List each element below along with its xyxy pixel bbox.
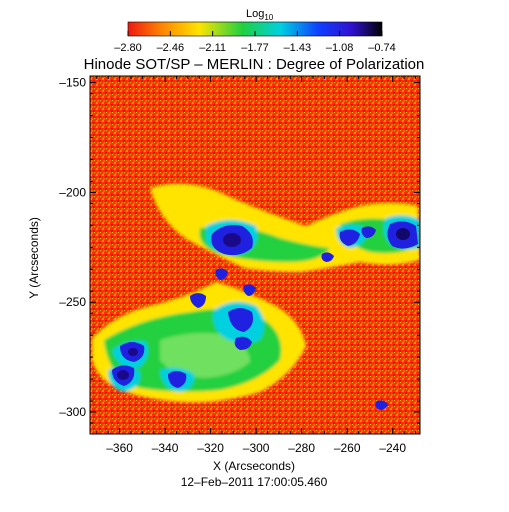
y-axis: –150 –200 –250 –300 xyxy=(59,76,420,424)
colorbar-tick-label: –2.11 xyxy=(199,42,226,54)
colorbar-label: Log10 xyxy=(246,8,274,22)
timestamp: 12–Feb–2011 17:00:05.460 xyxy=(181,475,328,489)
colorbar-tick-label: –1.77 xyxy=(241,42,269,54)
y-tick-label: –300 xyxy=(59,405,86,419)
y-tick-label: –250 xyxy=(59,295,86,309)
x-tick-label: –280 xyxy=(288,441,315,455)
x-tick-label: –300 xyxy=(243,441,270,455)
x-tick-label: –260 xyxy=(334,441,361,455)
colorbar-tick-label: –0.74 xyxy=(368,42,396,54)
x-tick-label: –360 xyxy=(106,441,133,455)
colorbar-tick-label: –1.08 xyxy=(326,42,354,54)
colorbar-tick-label: –1.43 xyxy=(284,42,312,54)
sunspot-cores xyxy=(112,221,418,410)
chart-title: Hinode SOT/SP – MERLIN : Degree of Polar… xyxy=(84,56,425,73)
plot-frame xyxy=(89,75,421,435)
x-tick-label: –240 xyxy=(379,441,406,455)
y-tick-label: –150 xyxy=(59,76,86,90)
polarization-map xyxy=(90,76,420,434)
x-tick-label: –320 xyxy=(197,441,224,455)
x-tick-label: –340 xyxy=(152,441,179,455)
x-axis: –360 –340 –320 –300 –280 –260 –240 xyxy=(96,76,416,455)
y-tick-label: –200 xyxy=(59,185,86,199)
x-axis-label: X (Arcseconds) xyxy=(213,459,295,473)
y-axis-label: Y (Arcseconds) xyxy=(27,217,41,299)
colorbar-ticks: –2.80 –2.46 –2.11 –1.77 –1.43 –1.08 –0.74 xyxy=(114,31,396,54)
colorbar-tick-label: –2.46 xyxy=(157,42,185,54)
colorbar-tick-label: –2.80 xyxy=(114,42,142,54)
